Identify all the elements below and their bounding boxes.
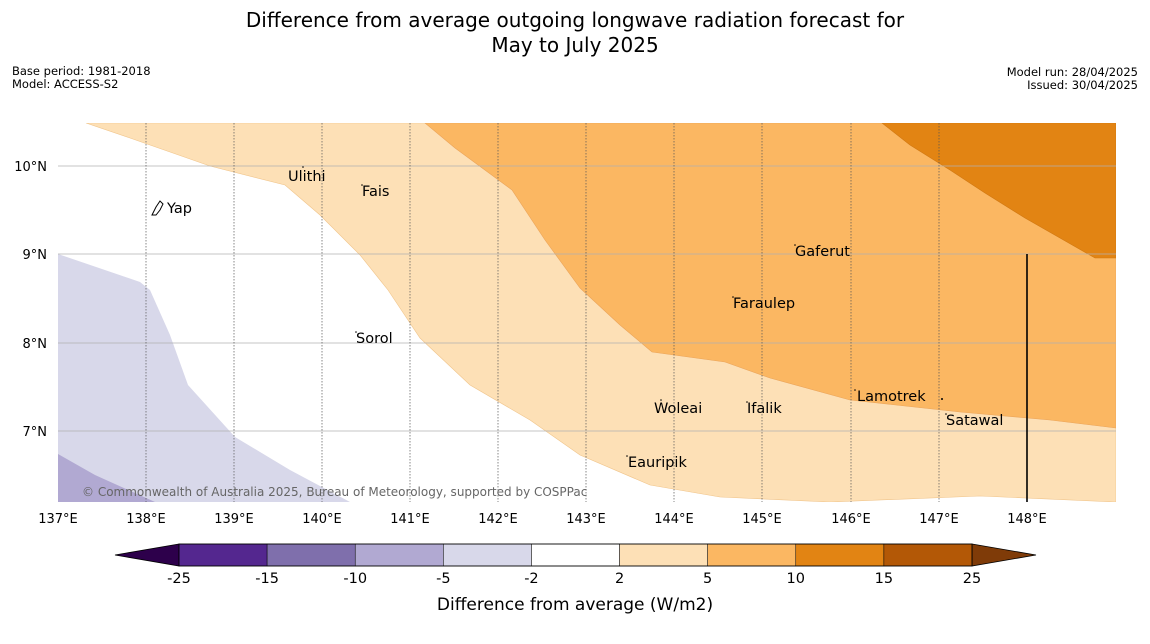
eauripik-island-dot [626, 455, 628, 457]
colorbar-over-arrow [971, 543, 1037, 567]
map-title-line2: May to July 2025 [491, 33, 659, 57]
colorbar-tick-9: 25 [963, 571, 981, 587]
gaferut-island-dot [794, 244, 796, 246]
base-period-text: Base period: 1981-2018 [12, 64, 151, 78]
colorbar: -25 -15 -10 -5 -2 2 5 10 15 25 Difference from av… [114, 543, 1037, 615]
lon-label-141e: 141°E [390, 512, 430, 527]
ulithi-island-dot [302, 166, 304, 168]
colorbar-tick-labels: -25 -15 -10 -5 -2 2 5 10 15 25 [167, 571, 981, 587]
fais-island-dot [361, 184, 363, 186]
lon-label-142e: 142°E [478, 512, 518, 527]
colorbar-segments [178, 543, 973, 567]
place-gaferut: Gaferut [795, 244, 850, 260]
faraulep-island-dot [732, 296, 734, 298]
colorbar-under-arrow [114, 543, 180, 567]
lon-label-146e: 146°E [831, 512, 871, 527]
place-woleai: Woleai [654, 401, 702, 417]
lat-label-9n: 9°N [23, 248, 48, 263]
map-title: Difference from average outgoing longwav… [0, 8, 1150, 58]
lon-label-145e: 145°E [742, 512, 782, 527]
olr-contour-minus10-to-minus5 [58, 454, 155, 502]
meta-left: Base period: 1981-2018 Model: ACCESS-S2 [12, 65, 151, 91]
colorbar-frame [178, 543, 973, 567]
colorbar-tick-5: 2 [615, 571, 624, 587]
colorbar-tick-4: -2 [524, 571, 538, 587]
lon-label-140e: 140°E [302, 512, 342, 527]
lon-label-147e: 147°E [919, 512, 959, 527]
model-text: Model: ACCESS-S2 [12, 77, 119, 91]
colorbar-segment-5 [619, 543, 708, 567]
lat-label-7n: 7°N [23, 425, 48, 440]
lon-labels: 137°E 138°E 139°E 140°E 141°E 142°E 143°… [38, 512, 1047, 527]
model-run-text: Model run: 28/04/2025 [1006, 65, 1138, 79]
place-fais: Fais [362, 184, 389, 200]
yap-island-shape [151, 200, 164, 216]
lat-label-10n: 10°N [14, 160, 47, 175]
lon-label-148e: 148°E [1007, 512, 1047, 527]
lon-label-144e: 144°E [654, 512, 694, 527]
colorbar-segment-4 [531, 543, 620, 567]
colorbar-tick-2: -10 [343, 571, 367, 587]
colorbar-segment-6 [707, 543, 797, 567]
issued-text: Issued: 30/04/2025 [1027, 78, 1138, 92]
lat-labels: 10°N 9°N 8°N 7°N [14, 160, 47, 440]
place-lamotrek: Lamotrek [857, 389, 926, 405]
sorol-island-dot [355, 331, 357, 333]
lon-label-139e: 139°E [214, 512, 254, 527]
place-eauripik: Eauripik [628, 455, 687, 471]
olr-contour-minus5-to-minus2 [58, 254, 350, 502]
colorbar-tick-3: -5 [436, 571, 450, 587]
place-yap: Yap [166, 201, 192, 217]
map-area: Yap Ulithi Fais Gaferut Faraulep Sorol W… [58, 123, 1116, 502]
woleai-island-dot [660, 399, 662, 401]
colorbar-tick-7: 10 [787, 571, 805, 587]
colorbar-tick-0: -25 [167, 571, 191, 587]
map-title-line1: Difference from average outgoing longwav… [245, 8, 905, 32]
colorbar-tick-6: 5 [703, 571, 712, 587]
lat-label-8n: 8°N [23, 337, 48, 352]
olr-contour-5-to-10 [424, 123, 1116, 429]
lon-label-137e: 137°E [38, 512, 78, 527]
lon-gridlines [145, 123, 940, 502]
place-faraulep: Faraulep [733, 296, 795, 312]
lamotrek-island-dot [854, 389, 856, 391]
colorbar-segment-0 [178, 543, 268, 567]
lon-label-138e: 138°E [126, 512, 166, 527]
colorbar-segment-3 [443, 543, 532, 567]
place-ifalik: Ifalik [747, 401, 782, 417]
olr-contour-10-to-15 [881, 123, 1116, 259]
satawal-island-dot [945, 413, 947, 415]
place-ulithi: Ulithi [288, 169, 326, 185]
copyright-text: © Commonwealth of Australia 2025, Bureau… [82, 485, 587, 499]
lon-label-143e: 143°E [566, 512, 606, 527]
place-sorol: Sorol [356, 331, 393, 347]
meta-right: Model run: 28/04/2025 Issued: 30/04/2025 [1007, 66, 1138, 92]
colorbar-tick-8: 15 [875, 571, 893, 587]
colorbar-segment-2 [354, 543, 444, 567]
colorbar-tick-1: -15 [255, 571, 279, 587]
colorbar-segment-7 [795, 543, 885, 567]
place-satawal: Satawal [946, 413, 1003, 429]
ifalik-island-dot [746, 401, 748, 403]
colorbar-segment-1 [266, 543, 356, 567]
west-fayu-island-dot [941, 398, 943, 400]
colorbar-title: Difference from average (W/m2) [437, 595, 713, 615]
colorbar-segment-8 [883, 543, 973, 567]
